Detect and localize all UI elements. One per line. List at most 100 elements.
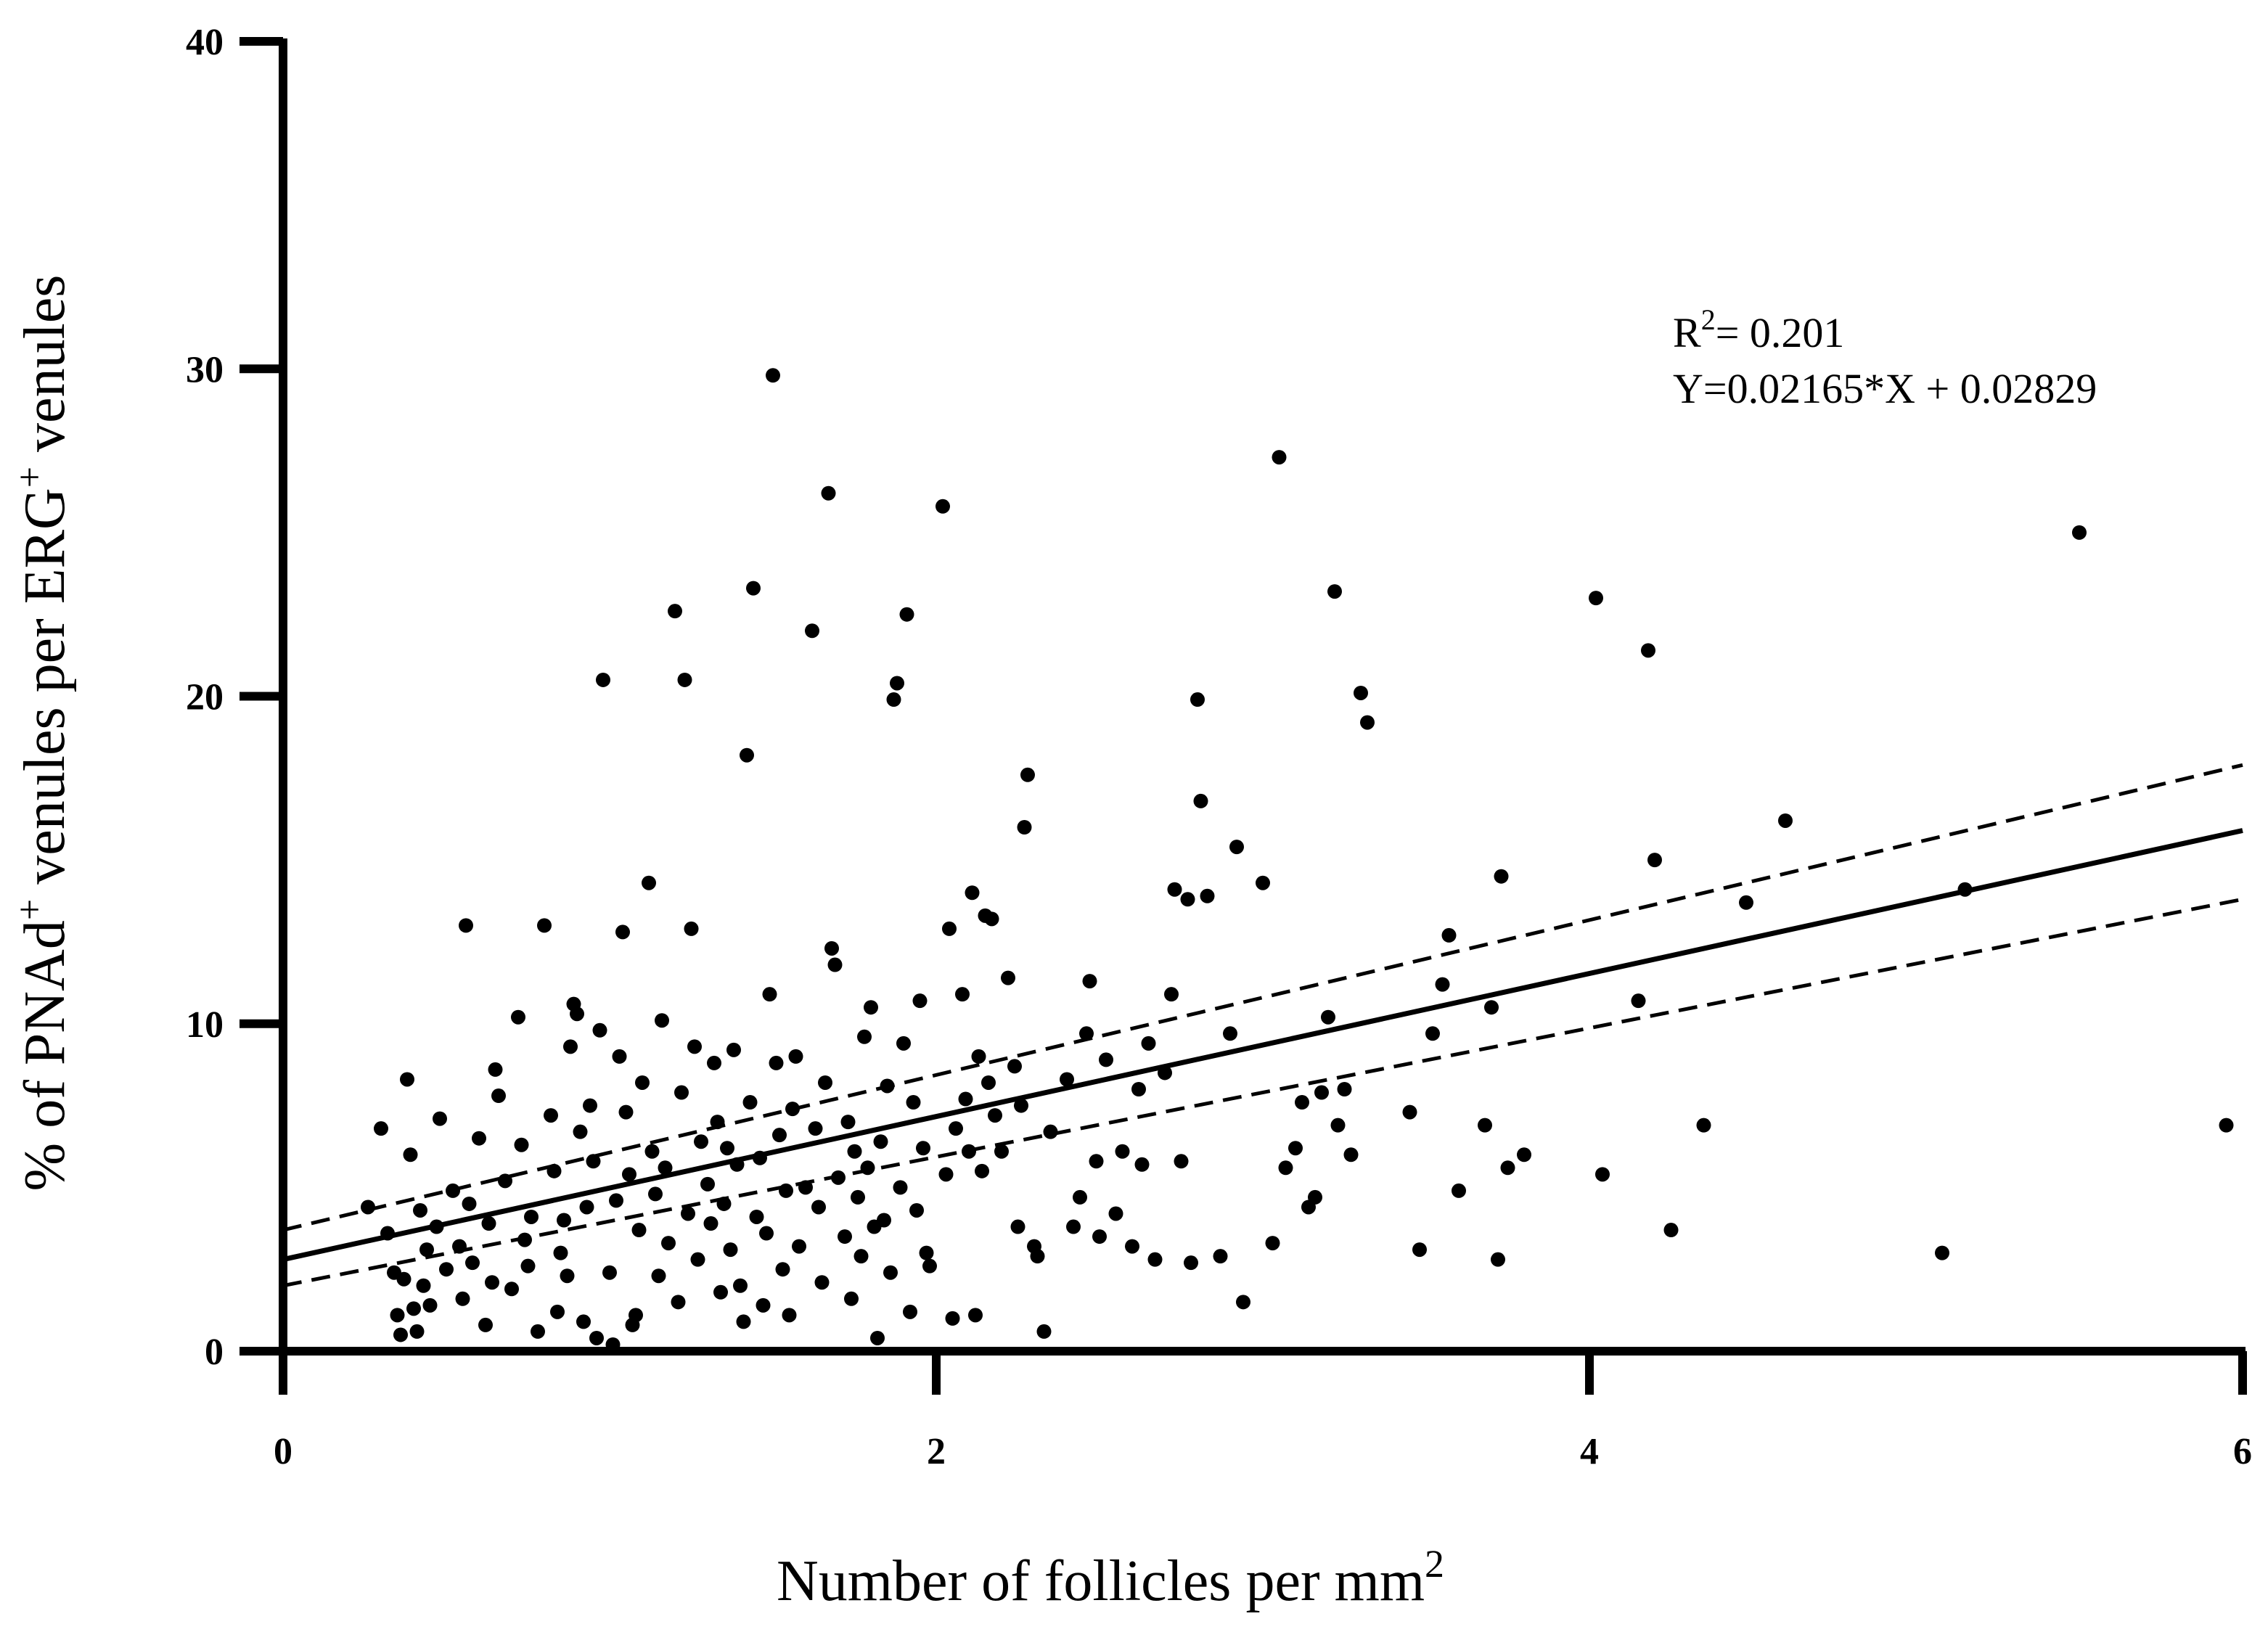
data-point	[1020, 767, 1035, 782]
data-point	[713, 1284, 728, 1300]
data-point	[553, 1245, 568, 1260]
r-squared-annotation: R2= 0.201	[1673, 303, 1844, 356]
data-point	[681, 1206, 695, 1221]
data-point	[1739, 895, 1753, 910]
data-point	[583, 1098, 597, 1113]
r2-sup: 2	[1701, 303, 1716, 336]
data-point	[958, 1091, 973, 1107]
data-point	[586, 1154, 601, 1169]
y-tick-label: 40	[186, 22, 224, 63]
data-point	[700, 1176, 715, 1192]
data-point	[955, 987, 970, 1002]
data-point	[609, 1193, 623, 1208]
data-point	[573, 1124, 588, 1139]
y-axis-title-sup-1: +	[9, 899, 51, 920]
data-point	[1236, 1295, 1250, 1310]
data-point	[949, 1121, 963, 1136]
data-point	[589, 1330, 604, 1345]
y-tick-label: 20	[186, 677, 224, 718]
data-point	[1494, 869, 1509, 884]
data-point	[579, 1200, 594, 1215]
data-point	[1595, 1167, 1610, 1182]
data-point	[668, 604, 682, 619]
y-axis-title-part-1: % of PNAd	[13, 920, 77, 1191]
data-point	[1167, 882, 1182, 897]
data-point	[635, 1075, 650, 1090]
data-point	[429, 1219, 444, 1234]
data-point	[1115, 1144, 1130, 1159]
data-point	[1147, 1252, 1163, 1267]
data-point	[772, 1128, 787, 1143]
data-point	[514, 1137, 529, 1152]
data-point	[919, 1245, 934, 1260]
y-tick-label: 10	[186, 1004, 224, 1046]
data-point	[520, 1258, 536, 1274]
data-point	[1321, 1009, 1335, 1025]
data-point	[648, 1186, 663, 1202]
data-point	[759, 1226, 774, 1241]
data-point	[756, 1297, 771, 1313]
regression-lines	[282, 763, 2243, 1288]
data-point	[1308, 1189, 1322, 1205]
data-point	[602, 1265, 617, 1280]
data-point	[827, 957, 843, 972]
data-point	[890, 676, 904, 691]
data-point	[818, 1075, 832, 1090]
data-point	[769, 1055, 784, 1070]
data-point	[1184, 1255, 1198, 1271]
data-point	[1402, 1104, 1417, 1120]
data-point	[703, 1216, 719, 1231]
data-point	[651, 1268, 666, 1284]
x-tick-label: 2	[927, 1431, 946, 1472]
data-point	[446, 1183, 460, 1198]
data-point	[1441, 927, 1457, 943]
data-point	[1193, 793, 1208, 808]
data-point	[766, 368, 780, 383]
data-point	[1330, 1118, 1346, 1133]
y-axis-title-part-3: venules	[13, 275, 77, 467]
data-point	[792, 1239, 806, 1254]
data-point	[622, 1167, 636, 1182]
r2-prefix: R	[1673, 309, 1701, 356]
data-point	[1663, 1223, 1679, 1238]
data-point	[860, 1160, 875, 1176]
y-axis-title: % of PNAd+ venules per ERG+ venules	[9, 275, 77, 1192]
data-point	[1265, 1236, 1280, 1251]
data-point	[524, 1209, 539, 1224]
data-point	[1517, 1147, 1531, 1163]
data-point	[1452, 1183, 1466, 1198]
data-point	[403, 1147, 418, 1163]
data-point	[1647, 853, 1662, 868]
ci-upper-line	[282, 763, 2243, 1232]
data-point	[893, 1180, 908, 1195]
data-point	[808, 1121, 823, 1136]
data-point	[374, 1121, 388, 1136]
data-point	[838, 1229, 852, 1244]
data-point	[1343, 1147, 1359, 1163]
data-point	[736, 1314, 751, 1329]
regression-equation: Y=0.02165*X + 0.02829	[1673, 365, 2097, 412]
data-point	[814, 1275, 830, 1290]
data-point	[1484, 1000, 1499, 1015]
data-point	[1060, 1072, 1074, 1087]
y-axis-title-part-2: venules per ERG	[13, 488, 77, 899]
data-point	[1190, 692, 1205, 708]
data-point	[498, 1173, 512, 1189]
r2-value: = 0.201	[1716, 309, 1845, 356]
data-point	[400, 1072, 414, 1087]
data-point	[1337, 1082, 1352, 1096]
data-point	[531, 1324, 545, 1339]
data-point	[563, 1039, 578, 1054]
data-point	[968, 1308, 983, 1323]
data-point	[550, 1304, 565, 1319]
data-point	[1288, 1141, 1303, 1156]
data-point	[1010, 1219, 1025, 1234]
data-point	[1478, 1118, 1492, 1133]
y-axis-title-sup-2: +	[9, 467, 51, 488]
data-point	[847, 1144, 862, 1159]
data-point	[1412, 1242, 1427, 1258]
data-point	[1696, 1118, 1711, 1133]
ticks: 0 10 20 30 40 0 2 4 6	[186, 22, 2252, 1472]
data-point	[406, 1301, 421, 1316]
